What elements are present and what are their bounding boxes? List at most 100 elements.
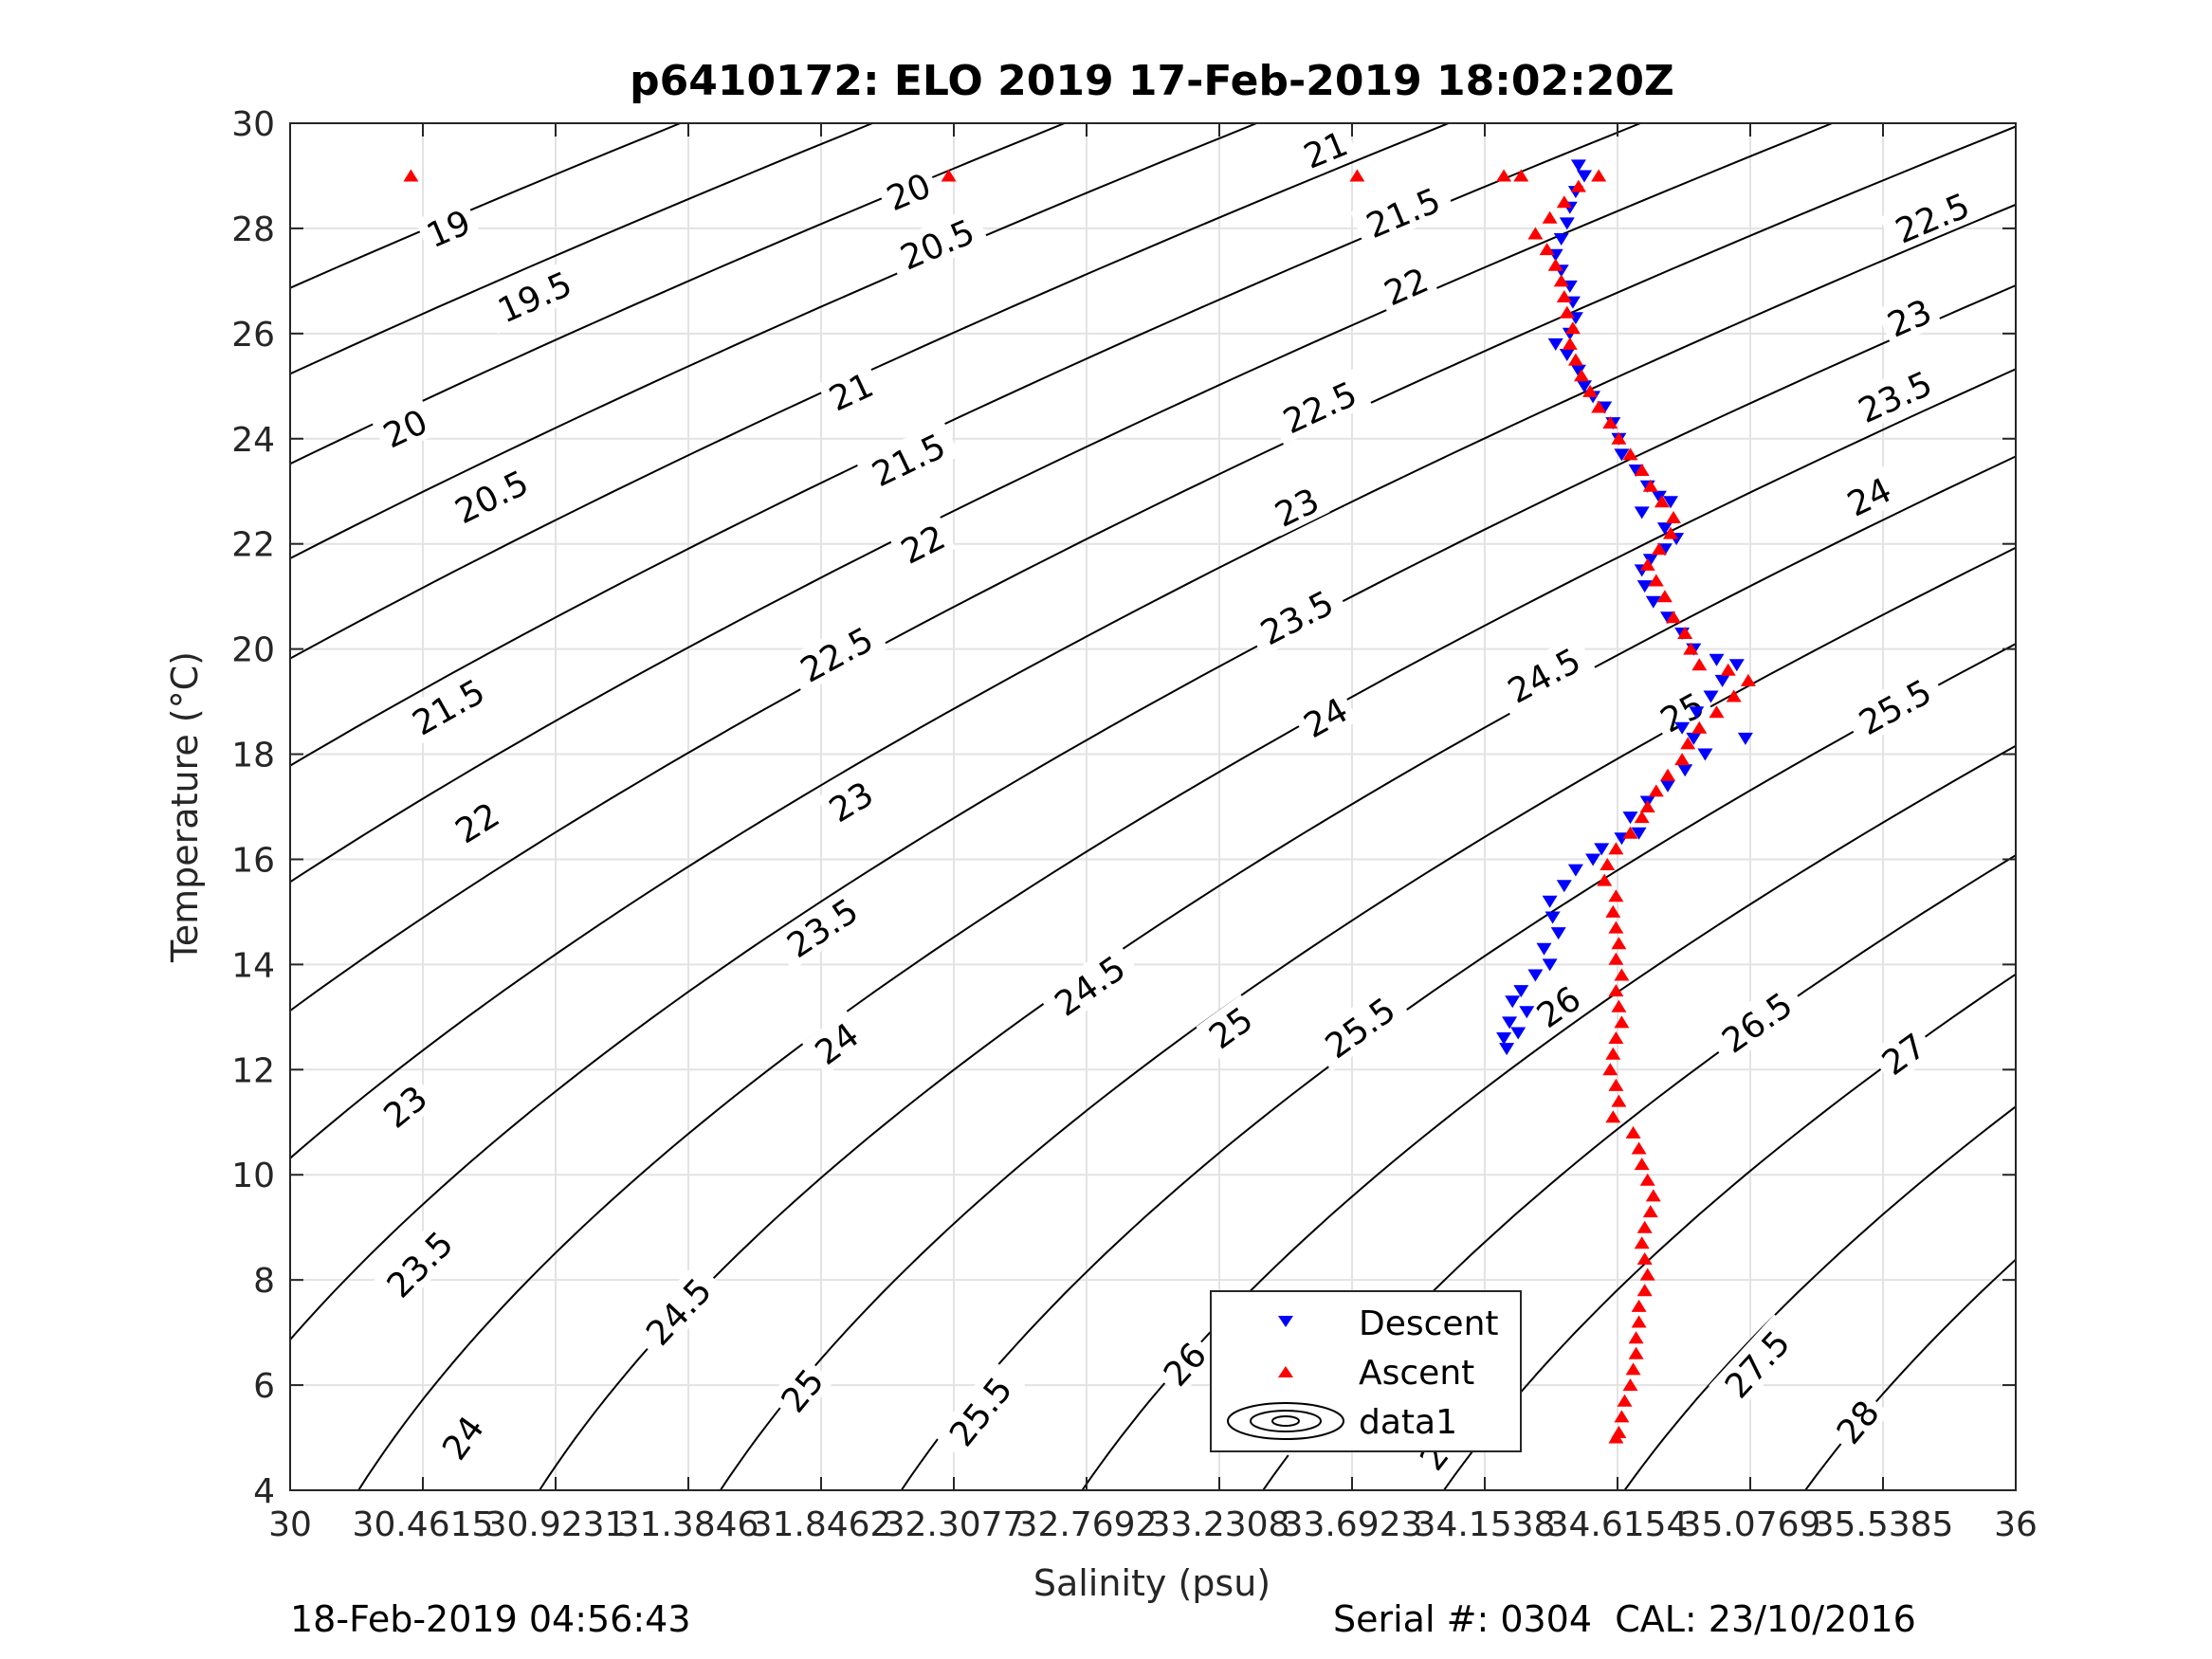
ascent-marker (1527, 227, 1544, 240)
ascent-marker (1625, 1125, 1641, 1139)
contour-label: 24 (435, 1410, 492, 1468)
legend-ascent-marker (1278, 1366, 1293, 1377)
ascent-marker (1542, 210, 1558, 224)
contour-label-background (816, 769, 885, 832)
contour-label-group: 26 (1524, 974, 1592, 1038)
contour-label-background (1290, 685, 1360, 748)
ascent-marker (1547, 258, 1563, 271)
contour-label-group: 23 (816, 769, 885, 832)
legend-ascent-label: Ascent (1359, 1354, 1474, 1393)
ascent-marker (1605, 1110, 1621, 1123)
y-tick-label: 8 (253, 1262, 275, 1301)
contour-label-background (482, 258, 587, 334)
descent-marker (1559, 349, 1575, 361)
contour-label-group: 25 (768, 1356, 834, 1424)
descent-marker (1510, 1027, 1526, 1040)
ascent-marker (1628, 1346, 1644, 1359)
contour-label-background (874, 161, 941, 220)
contour-label-background (888, 513, 957, 574)
contour-label-background (1372, 256, 1439, 315)
sigma-contour-line (356, 368, 2016, 1490)
contour-label-group: 21.5 (395, 665, 501, 748)
contour-label-background (1648, 680, 1716, 742)
density-contours (290, 123, 2016, 1490)
ascent-marker (1628, 1331, 1644, 1344)
sigma-contour-line (1803, 1258, 2016, 1490)
sigma-contour-line (290, 123, 1836, 884)
x-axis-ticks: 30 30.461530.923131.384631.846232.307732.… (268, 123, 2038, 1544)
descent-marker (1728, 659, 1745, 672)
contour-label-group: 21.5 (1350, 174, 1455, 249)
ascent-marker (1651, 542, 1667, 556)
contour-label-group: 26 (1150, 1329, 1217, 1397)
contour-label-background (1524, 974, 1592, 1038)
contour-label: 23 (377, 1079, 435, 1137)
y-axis-label: Temperature (°C) (164, 651, 206, 963)
contour-label-background (395, 665, 501, 748)
contour-label-background (884, 206, 990, 282)
y-tick-label: 14 (231, 946, 275, 985)
ascent-marker (1683, 642, 1699, 655)
ascent-marker (1567, 353, 1583, 366)
contour-label-group: 20 (874, 161, 941, 220)
ascent-marker (1496, 169, 1512, 182)
contour-label-group: 23 (1875, 287, 1943, 347)
ascent-marker (1608, 1078, 1624, 1091)
ascent-marker (1608, 842, 1624, 855)
x-tick-label: 33.6923 (1282, 1505, 1423, 1544)
ascent-marker (1564, 321, 1581, 335)
ascent-marker (1634, 1158, 1650, 1171)
contour-label: 24 (809, 1016, 867, 1073)
x-tick-label: 31.8462 (751, 1505, 892, 1544)
sigma-contour-line (290, 123, 1643, 767)
ascent-marker (1614, 1015, 1630, 1029)
legend: Descent Ascent data1 (1210, 1290, 1522, 1452)
contour-label-group: 25.5 (1308, 982, 1411, 1071)
contour-label-group: 26.5 (1705, 976, 1808, 1066)
descent-marker (1709, 653, 1725, 666)
contour-label-background (1875, 287, 1943, 347)
contour-label-background (1244, 576, 1349, 657)
contour-label-background (1291, 119, 1359, 178)
contour-label-background (370, 1072, 439, 1139)
ascent-marker (1740, 673, 1756, 686)
contour-label-background (1491, 633, 1596, 716)
descent-marker (1502, 1016, 1518, 1030)
contour-label-background (430, 1403, 495, 1471)
legend-box (1210, 1290, 1522, 1452)
ascent-marker (1602, 416, 1618, 429)
contour-label-group: 21 (1291, 119, 1359, 178)
ascent-marker (1645, 1189, 1661, 1202)
sigma-contour-line (290, 123, 1259, 560)
legend-data1-contour-icon (1227, 1402, 1344, 1440)
ascent-marker (1611, 1094, 1627, 1107)
contour-label-group: 24.5 (1037, 940, 1141, 1030)
descent-marker (1559, 217, 1575, 230)
x-tick-label: 34.1538 (1415, 1505, 1556, 1544)
contour-label-group: 22 (442, 790, 511, 853)
gridlines (290, 123, 2016, 1490)
ascent-marker (1639, 1173, 1655, 1186)
ascent-marker (1720, 663, 1736, 676)
sigma-contour-line (290, 123, 875, 375)
contour-label: 25 (1202, 1000, 1260, 1057)
contour-label-background (1150, 1329, 1217, 1397)
contour-label-background (1267, 368, 1372, 446)
ascent-marker (1625, 1362, 1641, 1376)
descent-marker (1550, 927, 1566, 940)
sigma-contour-line (900, 643, 2016, 1490)
sigma-contour-line (719, 546, 2016, 1490)
descent-marker (1567, 864, 1583, 877)
ascent-marker (1597, 873, 1613, 886)
descent-marker (1542, 895, 1558, 908)
ascent-marker (1611, 937, 1627, 950)
descent-marker (1631, 827, 1647, 840)
ascent-marker (1349, 169, 1365, 182)
contour-label-background (768, 1356, 834, 1424)
contour-label-background (414, 198, 482, 257)
descent-marker (1714, 674, 1730, 687)
ascent-marker (1539, 243, 1555, 256)
legend-data1-label: data1 (1359, 1403, 1457, 1442)
descent-marker (1519, 1006, 1535, 1019)
ascent-marker (1562, 337, 1578, 350)
